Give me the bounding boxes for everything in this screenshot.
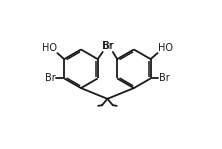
Text: Br: Br bbox=[159, 73, 170, 83]
Text: Br: Br bbox=[45, 73, 56, 83]
Text: Br: Br bbox=[103, 41, 114, 51]
Text: HO: HO bbox=[158, 43, 173, 53]
Text: HO: HO bbox=[42, 43, 57, 53]
Text: Br: Br bbox=[101, 41, 112, 51]
